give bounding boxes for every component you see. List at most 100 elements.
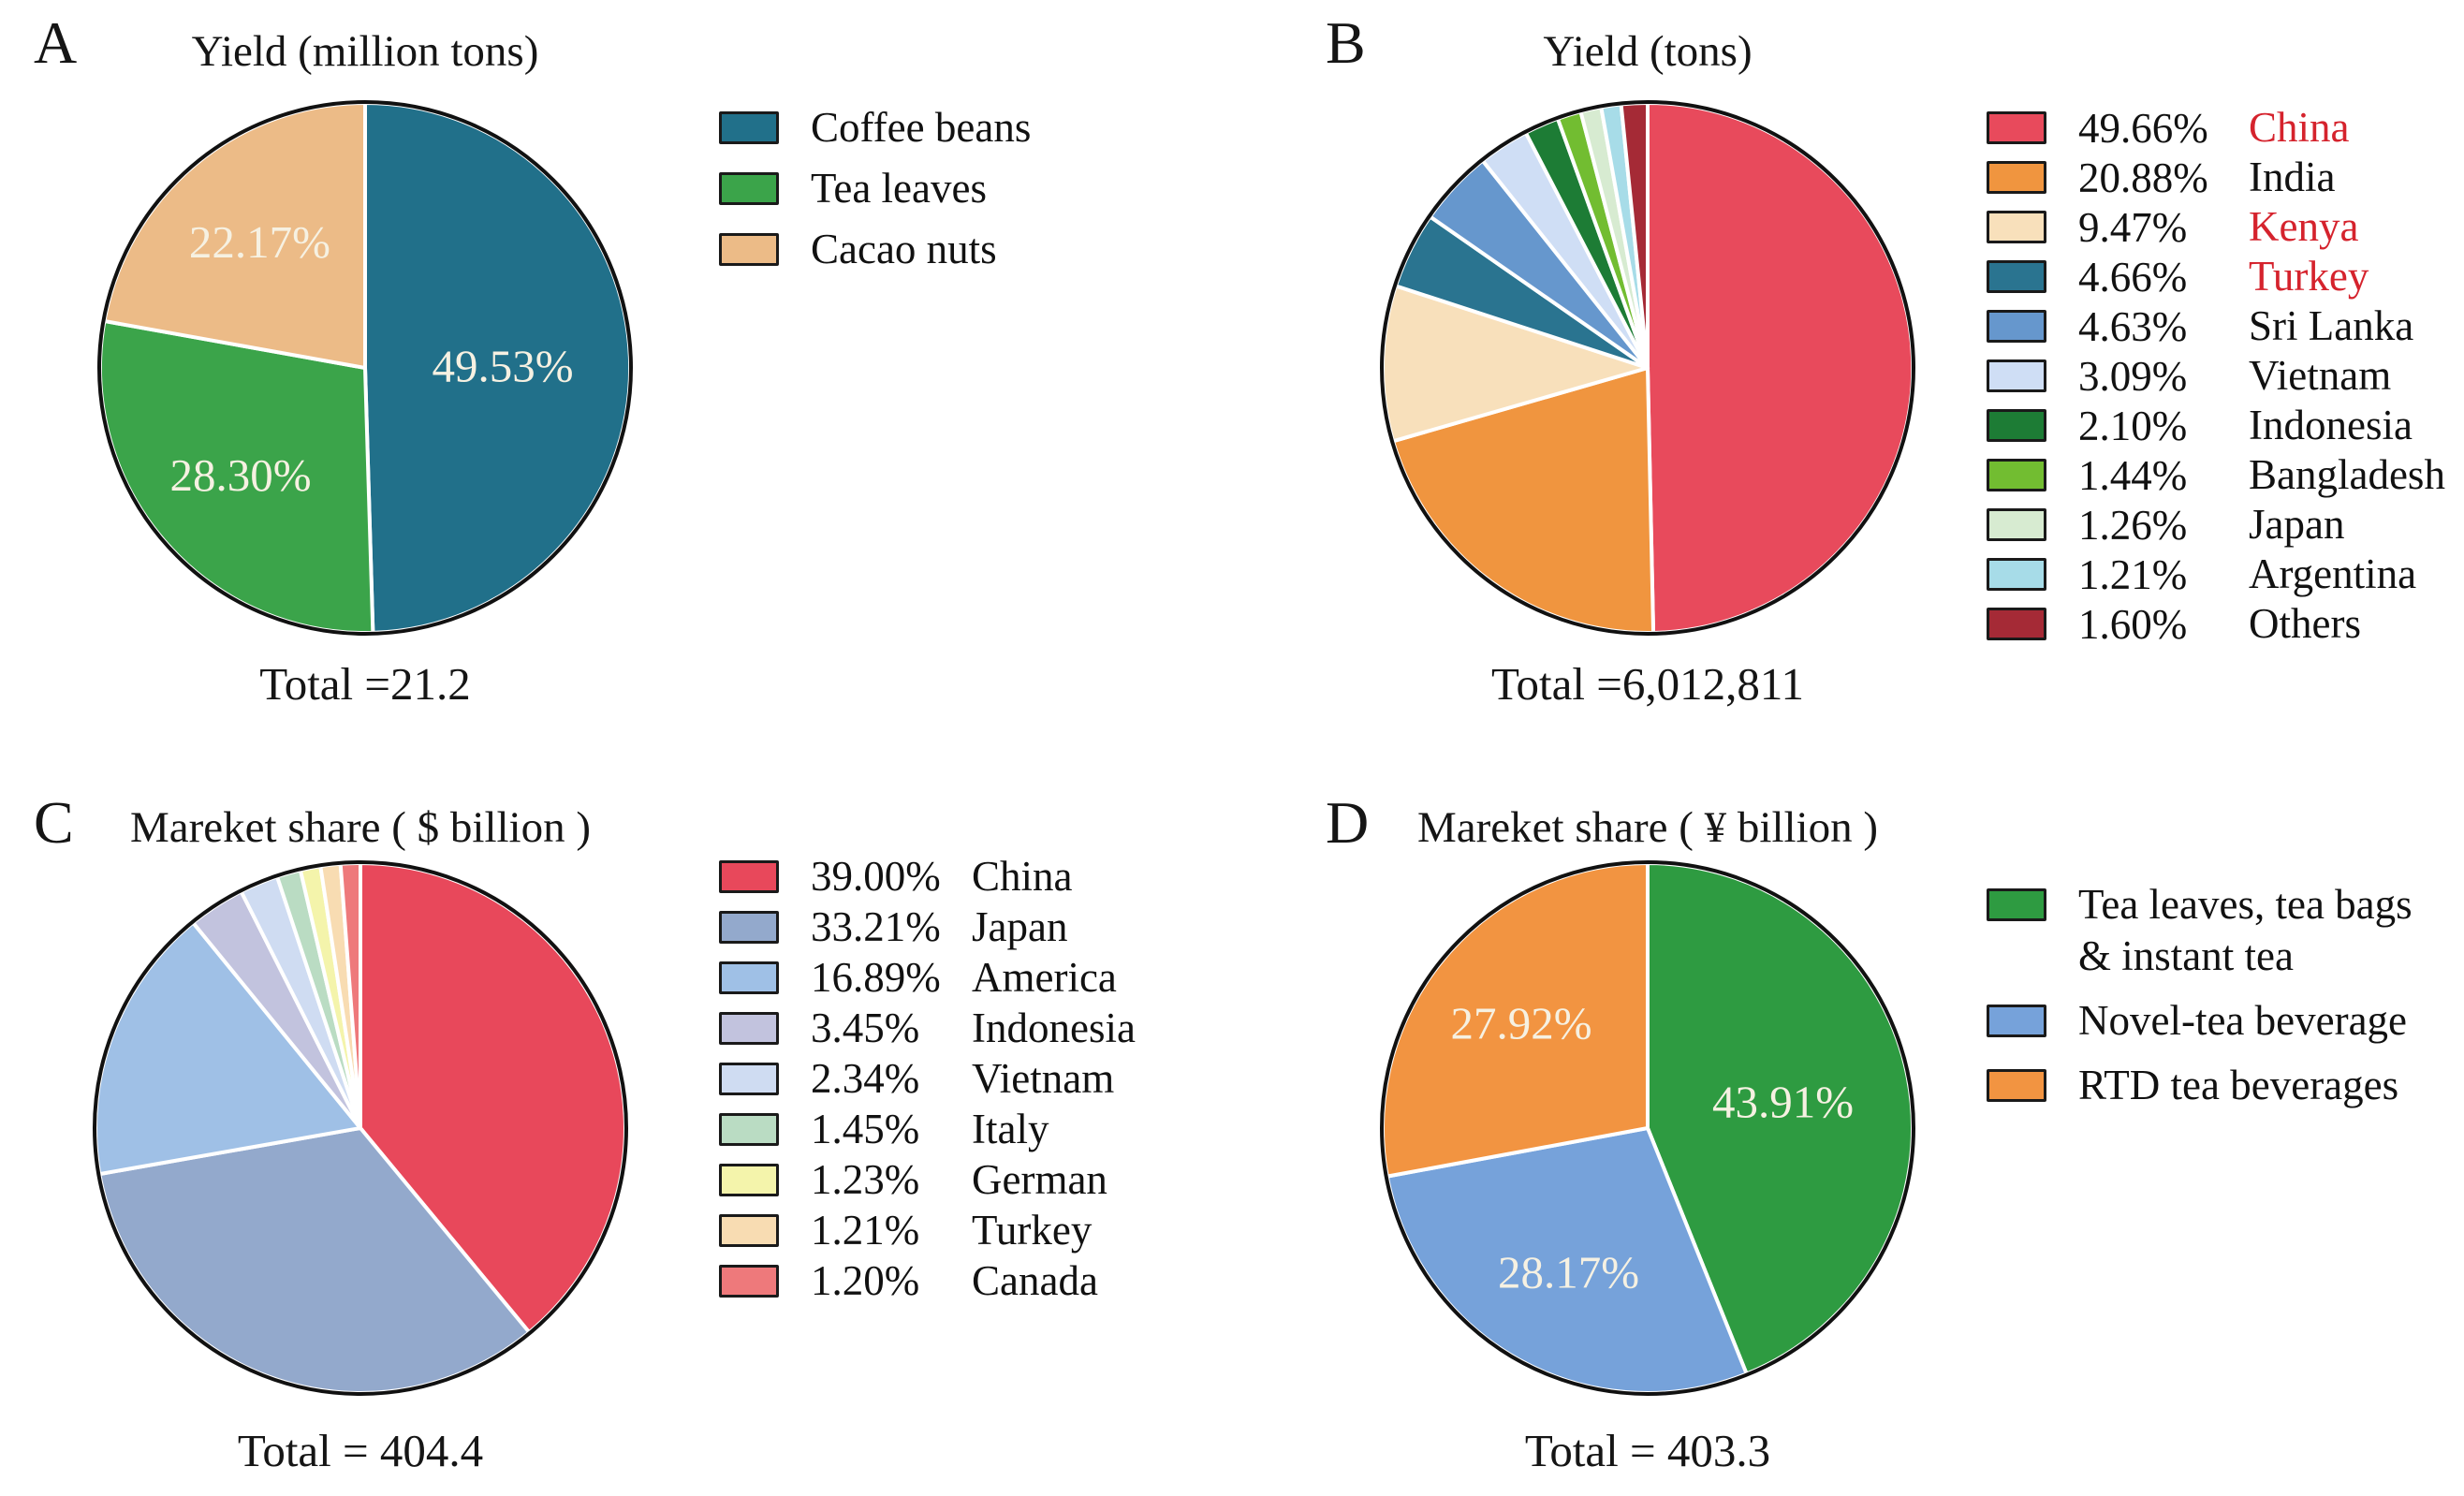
legend-label: Cacao nuts xyxy=(811,226,997,273)
legend-swatch xyxy=(1987,608,2046,640)
pie-slice-label: 49.53% xyxy=(433,340,574,391)
legend-item: Cacao nuts xyxy=(719,219,1031,280)
legend-label: Indonesia xyxy=(2249,402,2413,449)
panel-letter-d: D xyxy=(1326,789,1370,856)
legend-swatch xyxy=(719,1112,779,1146)
legend-pct: 1.45% xyxy=(811,1106,920,1152)
legend-swatch xyxy=(719,961,779,994)
legend-pct: 20.88% xyxy=(2078,154,2208,201)
legend-label: Turkey xyxy=(2249,253,2369,301)
legend-item: 4.63% Sri Lanka xyxy=(1987,301,2445,351)
legend-swatch xyxy=(719,1163,779,1196)
legend-swatch xyxy=(719,1011,779,1045)
legend-pct: 16.89% xyxy=(811,954,941,1001)
legend-pct: 1.21% xyxy=(811,1207,920,1254)
legend-item: 39.00% China xyxy=(719,851,1136,902)
legend-label: RTD tea beverages xyxy=(2078,1061,2399,1108)
legend-swatch xyxy=(1987,409,2046,442)
legend-swatch xyxy=(719,859,779,893)
pie-slice-label: 22.17% xyxy=(189,216,330,268)
legend-label: China xyxy=(972,852,1073,900)
legend-item: RTD tea beverages xyxy=(1987,1060,2413,1111)
panel-letter-a: A xyxy=(34,9,78,76)
legend-item: 1.20% Canada xyxy=(719,1255,1136,1306)
pie-slice-label: 28.30% xyxy=(170,449,312,501)
legend-label: Argentina xyxy=(2249,550,2417,598)
legend-label: America xyxy=(972,953,1117,1001)
legend-pct: 1.44% xyxy=(2078,451,2188,499)
pie-slice xyxy=(1646,101,1915,635)
legend-swatch xyxy=(1987,888,2046,921)
legend-item: 9.47% Kenya xyxy=(1987,202,2445,252)
legend-pct: 9.47% xyxy=(2078,203,2188,251)
legend-pct: 1.20% xyxy=(811,1257,920,1304)
legend-label: Bangladesh xyxy=(2249,451,2445,499)
legend-swatch xyxy=(1987,310,2046,343)
pie-chart-b xyxy=(1367,87,1929,649)
legend-label: Tea leaves xyxy=(811,165,987,213)
legend-item: 1.44% Bangladesh xyxy=(1987,450,2445,500)
legend-pct: 39.00% xyxy=(811,853,941,900)
legend-pct: 1.21% xyxy=(2078,550,2188,598)
legend-item: Novel-tea beverage xyxy=(1987,995,2413,1047)
legend-label: Vietnam xyxy=(2249,352,2392,400)
legend-swatch xyxy=(719,910,779,944)
legend-label: Japan xyxy=(972,902,1068,950)
legend-label: Turkey xyxy=(972,1206,1093,1254)
legend-pct: 3.45% xyxy=(811,1005,920,1051)
legend-item: 1.60% Others xyxy=(1987,599,2445,649)
legend-label: Japan xyxy=(2249,501,2345,549)
legend-pct: 4.66% xyxy=(2078,253,2188,301)
legend-item: 20.88% India xyxy=(1987,153,2445,202)
legend-label: Tea leaves, tea bags & instant tea xyxy=(2078,881,2413,979)
legend-item: 1.23% German xyxy=(719,1154,1136,1205)
pie-outline xyxy=(93,860,628,1396)
legend-swatch xyxy=(719,1213,779,1247)
legend-label: German xyxy=(972,1155,1107,1203)
legend-b: 49.66% China 20.88% India 9.47% Kenya 4.66% Tur… xyxy=(1987,103,2445,649)
legend-pct: 3.09% xyxy=(2078,352,2188,400)
legend-pct: 2.10% xyxy=(2078,402,2188,449)
legend-item: 3.09% Vietnam xyxy=(1987,351,2445,401)
panel-letter-b: B xyxy=(1326,9,1366,76)
legend-item: Tea leaves, tea bags & instant tea xyxy=(1987,879,2413,982)
legend-pct: 49.66% xyxy=(2078,104,2208,152)
legend-a: Coffee beans Tea leaves Cacao nuts xyxy=(719,97,1031,280)
total-label-a: Total =21.2 xyxy=(259,658,471,710)
chart-title-b: Yield (tons) xyxy=(1543,27,1753,76)
legend-item: 1.21% Argentina xyxy=(1987,550,2445,599)
legend-item: 1.21% Turkey xyxy=(719,1205,1136,1255)
legend-swatch xyxy=(719,1264,779,1298)
legend-item: 16.89% America xyxy=(719,952,1136,1003)
legend-swatch xyxy=(1987,211,2046,243)
legend-swatch xyxy=(719,233,779,266)
panel-d: D Mareket share ( ¥ billion ) 43.91% 28.1… xyxy=(1232,748,2464,1496)
legend-item: 4.66% Turkey xyxy=(1987,252,2445,301)
pie-outline xyxy=(1380,860,1915,1396)
pie-slice-label: 28.17% xyxy=(1498,1246,1639,1298)
legend-item: 2.34% Vietnam xyxy=(719,1053,1136,1104)
legend-swatch xyxy=(719,1062,779,1095)
legend-label: Vietnam xyxy=(972,1054,1115,1102)
legend-item: 33.21% Japan xyxy=(719,902,1136,952)
panel-c: C Mareket share ( $ billion ) 39.00% Chin… xyxy=(0,748,1232,1496)
legend-item: Coffee beans xyxy=(719,97,1031,158)
legend-label: Italy xyxy=(972,1105,1049,1152)
legend-swatch xyxy=(1987,1004,2046,1037)
legend-item: Tea leaves xyxy=(719,158,1031,219)
legend-swatch xyxy=(1987,260,2046,293)
legend-item: 2.10% Indonesia xyxy=(1987,401,2445,450)
pie-outline xyxy=(1380,100,1915,636)
legend-pct: 2.34% xyxy=(811,1055,920,1102)
legend-item: 49.66% China xyxy=(1987,103,2445,153)
pie-slice-label: 43.91% xyxy=(1712,1077,1854,1128)
legend-d: Tea leaves, tea bags & instant tea Novel-… xyxy=(1987,879,2413,1124)
legend-pct: 1.26% xyxy=(2078,501,2188,549)
legend-label: Indonesia xyxy=(972,1004,1136,1051)
legend-label: China xyxy=(2249,104,2350,152)
legend-swatch xyxy=(1987,459,2046,491)
legend-swatch xyxy=(1987,508,2046,541)
total-label-c: Total = 404.4 xyxy=(237,1425,484,1476)
legend-item: 1.26% Japan xyxy=(1987,500,2445,550)
